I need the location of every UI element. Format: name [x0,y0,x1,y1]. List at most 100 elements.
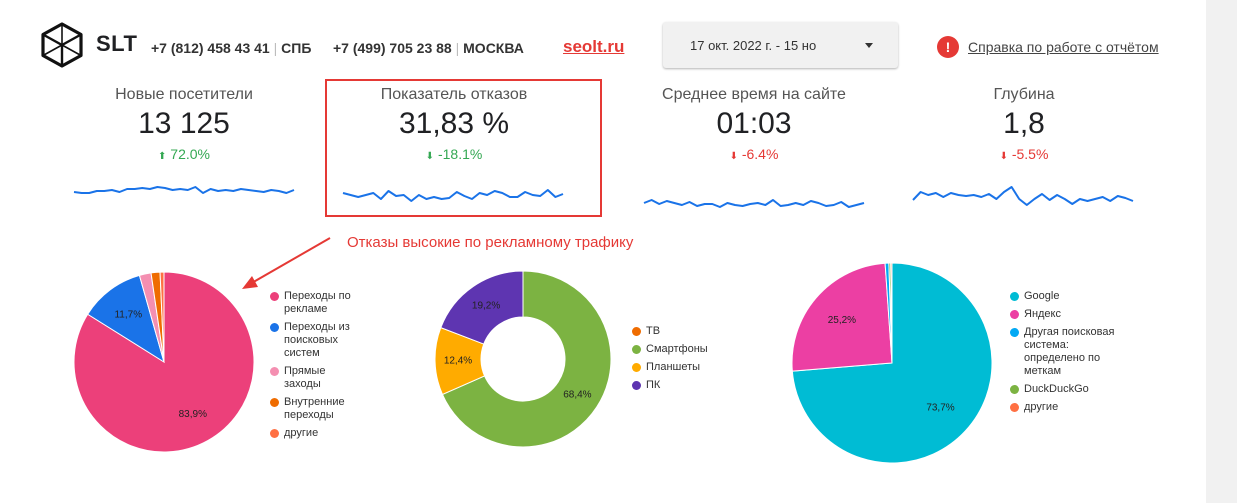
contact-separator: | [455,40,460,56]
kpi-new-visitors: Новые посетители 13 125 ⬆ 72.0% [64,86,304,162]
sparkline-series [342,189,564,202]
sparkline-series [643,199,865,208]
legend-item[interactable]: ПК [632,379,732,392]
contact-spb: +7 (812) 458 43 41 | СПБ [151,40,311,56]
kpi-value: 1,8 [1003,107,1045,140]
kpi-avg-time: Среднее время на сайте 01:03 ⬇ -6.4% [634,86,874,162]
legend-label: Переходы из поисковых систем [284,321,350,359]
legend-label: Планшеты [646,361,701,373]
report-page: SLT +7 (812) 458 43 41 | СПБ +7 (499) 70… [0,0,1206,503]
legend-swatch [270,367,279,376]
date-range-picker[interactable]: 17 окт. 2022 г. - 15 но [663,22,898,68]
kpi-label: Глубина [993,86,1055,103]
legend-devices: ТВ Смартфоны Планшеты ПК [632,325,732,397]
legend-label: DuckDuckGo [1024,383,1089,395]
legend-label: ТВ [646,325,661,337]
pie-slice[interactable] [791,262,893,372]
kpi-label: Новые посетители [115,86,253,103]
kpi-value: 13 125 [138,107,230,140]
legend-label: Смартфоны [646,343,708,355]
legend-item[interactable]: Прямые заходы [270,365,360,391]
kpi-delta: ⬇ -6.4% [634,146,874,162]
legend-swatch [632,363,641,372]
arrow-down-icon: ⬇ [425,151,435,162]
legend-label: Другая поисковая система: определено по … [1024,326,1115,377]
pie-slice-label: 25,2% [828,315,856,326]
kpi-delta-value: -6.4% [741,146,779,162]
legend-item[interactable]: Google [1010,290,1120,303]
pie-slice-label: 12,4% [444,356,472,367]
legend-item[interactable]: DuckDuckGo [1010,383,1120,396]
phone-spb[interactable]: +7 (812) 458 43 41 [151,40,270,56]
legend-item[interactable]: другие [1010,401,1120,414]
pie-slice[interactable] [159,271,165,363]
legend-swatch [1010,403,1019,412]
annotation-arrow-icon [242,237,331,289]
legend-swatch [1010,310,1019,319]
chevron-down-icon[interactable] [865,43,873,48]
pie-slice[interactable] [87,274,165,364]
kpi-depth: Глубина 1,8 ⬇ -5.5% [904,86,1144,162]
kpi-label: Среднее время на сайте [662,86,846,103]
site-link[interactable]: seolt.ru [563,37,625,56]
pie-search-engines: 73,7% 25,2% [791,262,993,464]
legend-item[interactable]: Внутренние переходы [270,396,360,422]
sparkline-series [73,186,295,194]
legend-item[interactable]: Яндекс [1010,308,1120,321]
help-link[interactable]: Справка по работе с отчётом [968,39,1159,55]
brand-name: SLT [96,31,138,56]
legend-item[interactable]: Планшеты [632,361,732,374]
kpi-bounce-rate: Показатель отказов 31,83 % ⬇ -18.1% [334,86,574,162]
highlight-box [325,79,602,217]
kpi-delta-value: -5.5% [1011,146,1049,162]
date-range-value: 17 окт. 2022 г. - 15 но [690,38,817,53]
legend-swatch [270,398,279,407]
legend-item[interactable]: ТВ [632,325,732,338]
pie-slice[interactable] [440,270,524,345]
annotation-text: Отказы высокие по рекламному трафику [347,234,634,251]
pie-traffic-sources: 83,9% 11,7% [73,271,255,453]
sparkline-avg-time [643,199,865,208]
pie-slice[interactable] [890,262,893,364]
legend-swatch [1010,328,1019,337]
arrow-down-icon: ⬇ [999,151,1008,162]
scrollbar-track[interactable] [1206,0,1237,503]
legend-item[interactable]: другие [270,427,360,440]
legend-label: другие [1024,401,1059,413]
legend-label: Яндекс [1024,308,1061,320]
legend-swatch [632,381,641,390]
pie-slice-label: 83,9% [179,409,207,420]
legend-item[interactable]: Смартфоны [632,343,732,356]
arrow-up-icon: ⬆ [158,151,167,162]
city-spb: СПБ [281,40,312,56]
legend-label: Внутренние переходы [284,396,345,421]
pie-slice-label: 11,7% [114,310,142,321]
legend-label: Прямые заходы [284,365,326,390]
city-moscow: МОСКВА [463,40,524,56]
legend-traffic-sources: Переходы по рекламе Переходы из поисковых… [270,290,360,445]
legend-swatch [270,292,279,301]
legend-swatch [632,327,641,336]
legend-label: Переходы по рекламе [284,290,351,315]
kpi-delta: ⬇ -18.1% [334,146,574,162]
sparkline-new-visitors [73,186,295,194]
legend-item[interactable]: Переходы из поисковых систем [270,321,360,360]
legend-swatch [270,429,279,438]
legend-label: другие [284,427,319,439]
legend-search-engines: Google Яндекс Другая поисковая система: оп… [1010,290,1120,419]
pie-slice-label: 73,7% [926,403,954,414]
pie-slice-label: 68,4% [563,390,591,401]
phone-moscow[interactable]: +7 (499) 705 23 88 [333,40,452,56]
legend-label: ПК [646,379,661,391]
legend-label: Google [1024,290,1060,302]
arrow-down-icon: ⬇ [729,151,738,162]
legend-swatch [1010,292,1019,301]
legend-item[interactable]: Переходы по рекламе [270,290,360,316]
pie-slice[interactable] [441,270,612,448]
legend-swatch [632,345,641,354]
legend-swatch [270,323,279,332]
legend-item[interactable]: Другая поисковая система: определено по … [1010,326,1120,378]
sparkline-depth [912,186,1134,206]
contact-moscow: +7 (499) 705 23 88 | МОСКВА [333,40,524,56]
info-icon[interactable]: ! [937,36,959,58]
